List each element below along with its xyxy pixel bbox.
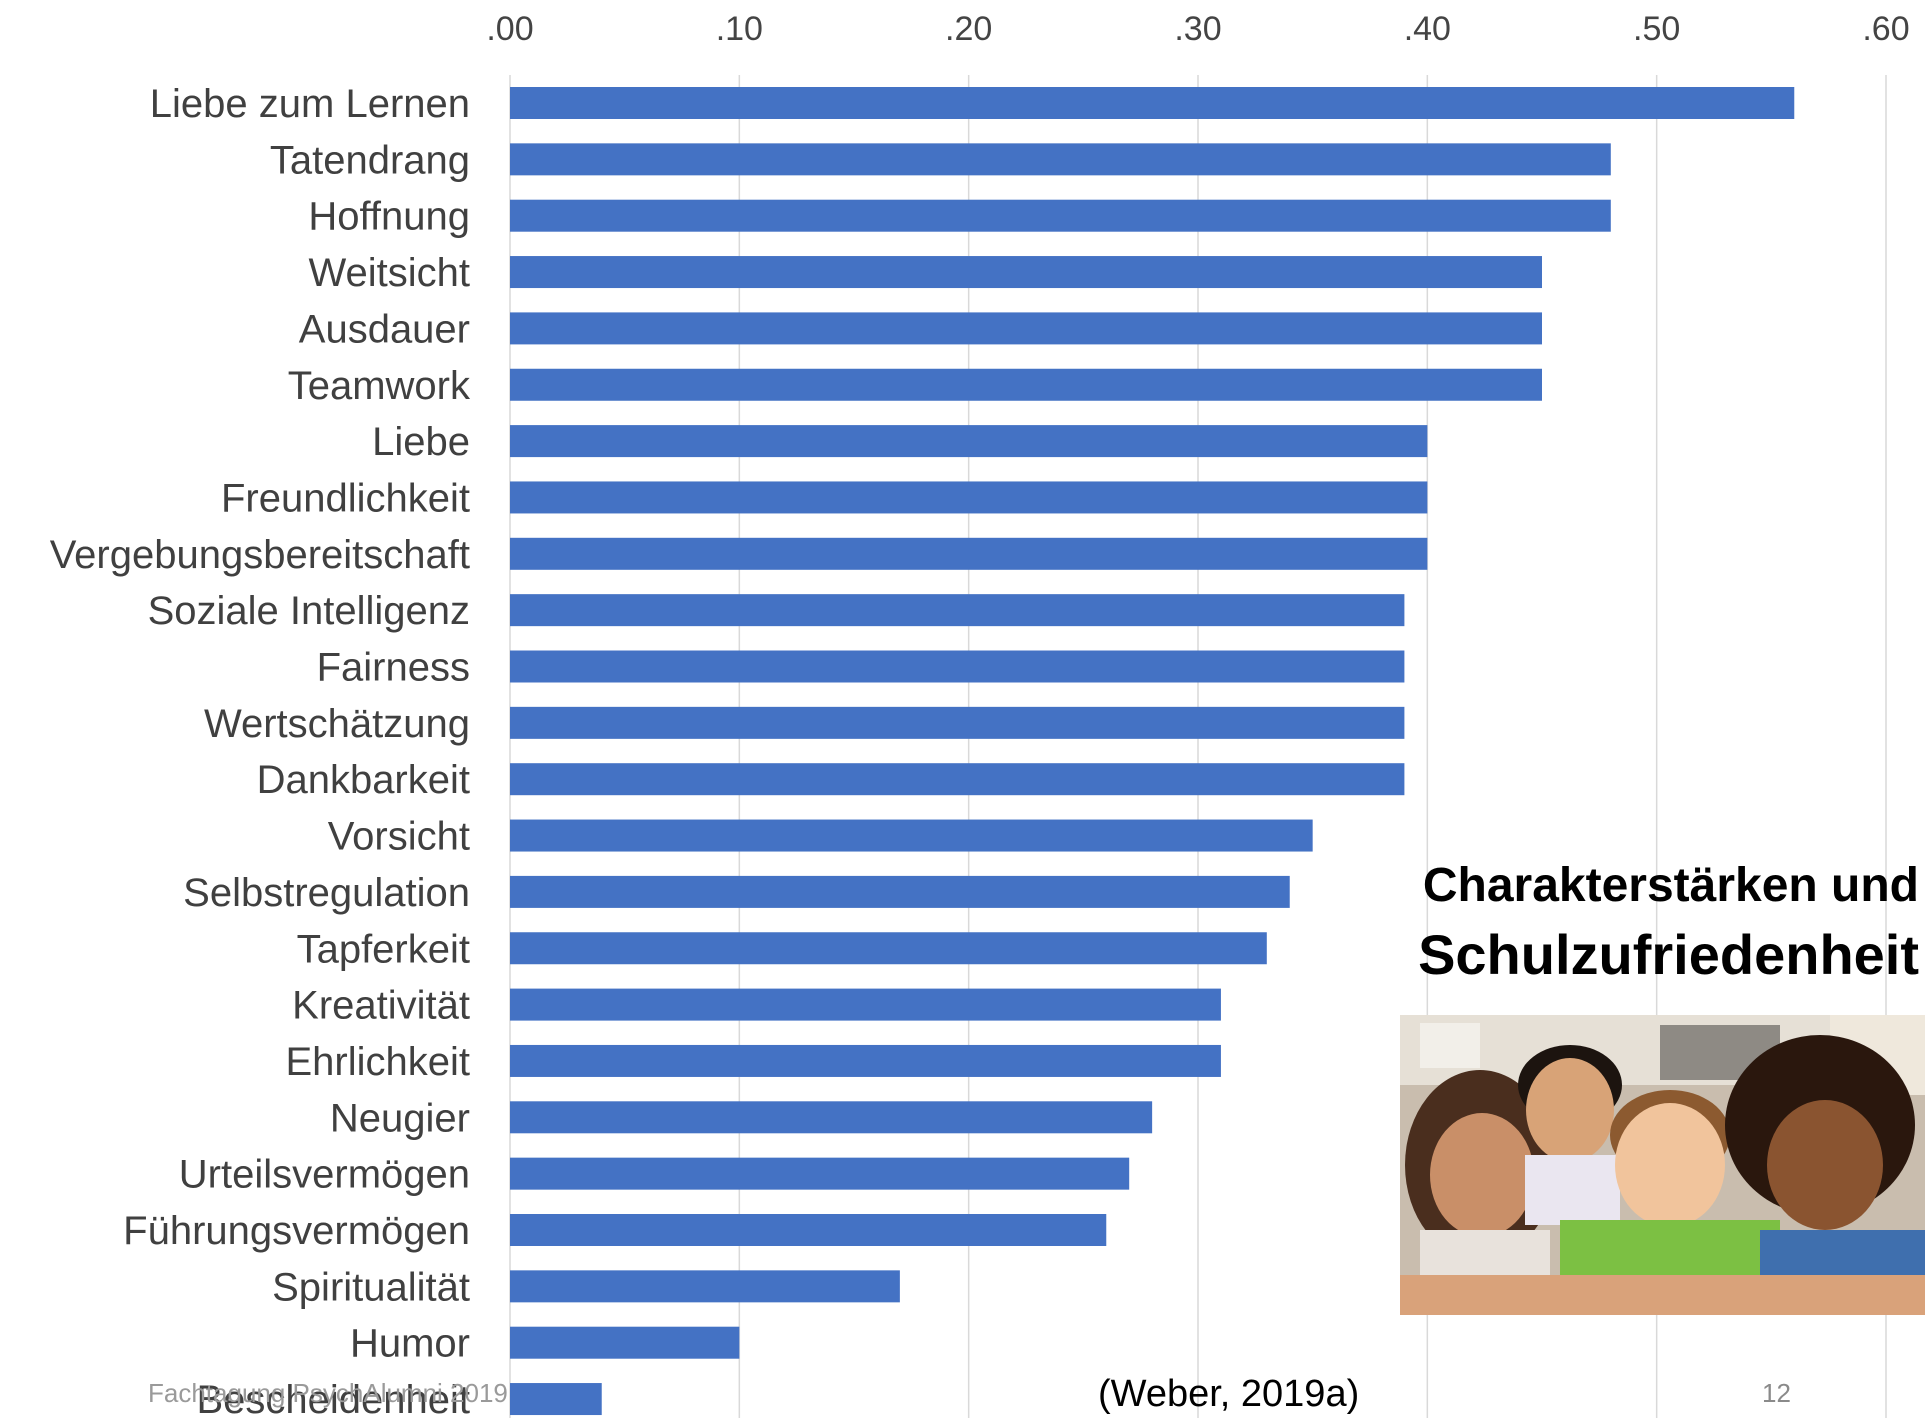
category-label: Bescheidenheit bbox=[196, 1378, 470, 1418]
bar bbox=[510, 256, 1542, 289]
category-label: Soziale Intelligenz bbox=[148, 589, 470, 633]
category-label: Fairness bbox=[317, 646, 470, 690]
bar bbox=[510, 594, 1405, 627]
category-label: Neugier bbox=[330, 1096, 470, 1140]
category-axis: Liebe zum Lernen Tatendrang Hoffnung Weitsi… bbox=[50, 82, 471, 1418]
bar bbox=[510, 1270, 900, 1303]
x-tick-label: .20 bbox=[945, 10, 992, 48]
bar bbox=[510, 537, 1428, 570]
category-label: Vergebungsbereitschaft bbox=[50, 533, 470, 577]
category-label: Freundlichkeit bbox=[221, 476, 470, 520]
bar bbox=[510, 1326, 740, 1359]
x-tick-label: .60 bbox=[1862, 10, 1909, 48]
category-label: Liebe zum Lernen bbox=[150, 82, 470, 126]
bar bbox=[510, 1101, 1153, 1134]
x-tick-label: .30 bbox=[1174, 10, 1221, 48]
x-axis: .00 .10 .20 .30 .40 .50 .60 bbox=[486, 10, 1909, 48]
bar bbox=[510, 481, 1428, 514]
bar bbox=[510, 199, 1611, 232]
bar bbox=[510, 875, 1290, 908]
bar bbox=[510, 1383, 602, 1416]
category-label: Spiritualität bbox=[272, 1265, 470, 1309]
category-label: Weitsicht bbox=[308, 251, 470, 295]
grid bbox=[509, 75, 1887, 1418]
category-label: Liebe bbox=[372, 420, 470, 464]
bar bbox=[510, 1157, 1130, 1190]
bar bbox=[510, 988, 1221, 1021]
category-label: Ausdauer bbox=[299, 307, 470, 351]
category-label: Führungsvermögen bbox=[123, 1209, 470, 1253]
category-label: Ehrlichkeit bbox=[285, 1040, 470, 1084]
slide-title-line2: Schulzufriedenheit bbox=[1418, 923, 1919, 986]
category-label: Tatendrang bbox=[270, 138, 470, 182]
category-label: Wertschätzung bbox=[204, 702, 470, 746]
x-tick-label: .10 bbox=[716, 10, 763, 48]
bars bbox=[510, 87, 1795, 1416]
citation: (Weber, 2019a) bbox=[1098, 1373, 1360, 1415]
category-label: Selbstregulation bbox=[183, 871, 470, 915]
bar bbox=[510, 368, 1542, 401]
category-label: Dankbarkeit bbox=[257, 758, 470, 802]
category-label: Kreativität bbox=[292, 984, 470, 1028]
bar bbox=[510, 425, 1428, 458]
category-label: Urteilsvermögen bbox=[179, 1153, 470, 1197]
category-label: Teamwork bbox=[288, 364, 471, 408]
bar bbox=[510, 650, 1405, 683]
category-label: Tapferkeit bbox=[297, 927, 470, 971]
bar bbox=[510, 819, 1313, 852]
x-tick-label: .50 bbox=[1633, 10, 1680, 48]
bar bbox=[510, 312, 1542, 345]
footer-text: Fachtagung PsychAlumni 2019 bbox=[148, 1378, 508, 1408]
page-number: 12 bbox=[1762, 1378, 1791, 1408]
category-label: Hoffnung bbox=[308, 195, 470, 239]
bar bbox=[510, 1214, 1107, 1246]
x-tick-label: .00 bbox=[486, 10, 533, 48]
children-photo bbox=[1400, 1015, 1925, 1315]
category-label: Vorsicht bbox=[328, 815, 470, 859]
bar bbox=[510, 1044, 1221, 1077]
bar bbox=[510, 87, 1795, 119]
bar bbox=[510, 763, 1405, 796]
slide-title-line1: Charakterstärken und bbox=[1422, 859, 1919, 912]
category-label: Humor bbox=[350, 1322, 470, 1366]
bar bbox=[510, 932, 1267, 965]
x-tick-label: .40 bbox=[1404, 10, 1451, 48]
bar bbox=[510, 706, 1405, 739]
bar bbox=[510, 143, 1611, 176]
